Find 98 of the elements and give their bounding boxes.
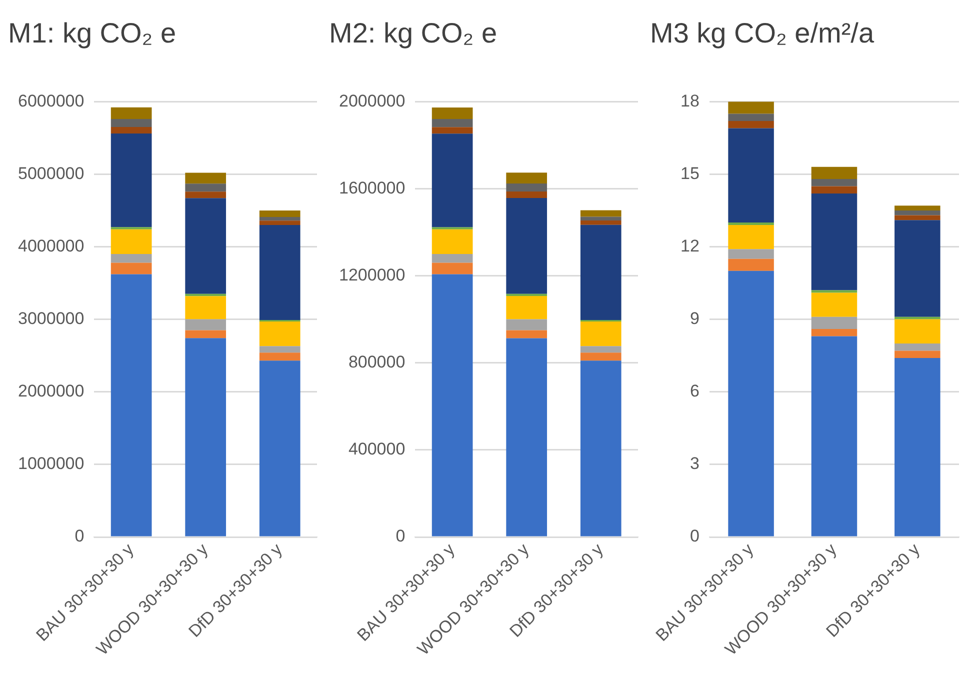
y-tick-label: 0 xyxy=(690,526,700,546)
bar xyxy=(894,206,940,210)
bar xyxy=(894,220,940,317)
bar xyxy=(185,172,226,184)
bar xyxy=(506,338,548,536)
bar xyxy=(259,321,300,346)
y-tick-label: 0 xyxy=(396,526,406,546)
bar xyxy=(110,134,152,228)
y-tick-label: 12 xyxy=(680,236,700,256)
y-tick-label: 15 xyxy=(680,164,700,183)
bar xyxy=(506,192,548,198)
y-tick-label: 2000000 xyxy=(18,382,84,401)
bar xyxy=(894,319,940,344)
bar xyxy=(728,120,774,128)
bar xyxy=(259,360,300,536)
y-tick-label: 2000000 xyxy=(338,91,406,110)
bar xyxy=(110,229,152,254)
bar xyxy=(259,346,300,353)
bar xyxy=(506,294,548,296)
bar xyxy=(432,254,473,263)
bar xyxy=(728,102,774,114)
bar xyxy=(580,210,622,217)
bar xyxy=(259,220,300,225)
bar xyxy=(580,220,622,225)
bar xyxy=(894,215,940,220)
bar xyxy=(259,216,300,221)
bar xyxy=(894,358,940,536)
y-tick-label: 1000000 xyxy=(18,454,84,474)
bar xyxy=(811,179,858,186)
bar xyxy=(110,107,152,120)
bar xyxy=(110,274,152,536)
bar xyxy=(728,114,774,121)
y-tick-label: 5000000 xyxy=(18,164,84,183)
bar xyxy=(894,316,940,320)
bar xyxy=(811,166,858,180)
bar xyxy=(894,350,940,358)
bar xyxy=(580,346,622,353)
bar xyxy=(432,127,473,134)
bar xyxy=(110,262,152,274)
bar xyxy=(259,210,300,217)
bar xyxy=(728,270,774,536)
bar xyxy=(811,336,858,536)
y-tick-label: 3 xyxy=(690,454,700,474)
y-tick-label: 3000000 xyxy=(18,308,84,328)
bar xyxy=(259,224,300,320)
bar xyxy=(728,128,774,223)
y-tick-label: 1200000 xyxy=(338,265,406,284)
y-tick-label: 6 xyxy=(690,382,700,401)
bar xyxy=(185,192,226,198)
bar xyxy=(811,328,858,336)
bar xyxy=(894,210,940,216)
y-tick-label: 4000000 xyxy=(18,236,84,256)
bar xyxy=(811,194,858,290)
y-tick-label: 1600000 xyxy=(338,178,406,198)
bar xyxy=(506,198,548,294)
bar xyxy=(432,134,473,228)
bar xyxy=(894,343,940,351)
bar xyxy=(185,319,226,330)
bar xyxy=(580,352,622,361)
bar xyxy=(506,319,548,330)
bar xyxy=(811,292,858,317)
bar xyxy=(728,224,774,250)
bar xyxy=(110,119,152,127)
bar xyxy=(580,360,622,536)
bar xyxy=(185,184,226,192)
bar xyxy=(506,330,548,338)
y-tick-label: 18 xyxy=(680,91,700,110)
bar xyxy=(110,127,152,134)
bar xyxy=(185,296,226,320)
bar xyxy=(811,186,858,194)
y-tick-label: 800000 xyxy=(348,352,406,372)
y-tick-label: 9 xyxy=(690,308,700,328)
bar xyxy=(432,262,473,274)
bar xyxy=(432,107,473,120)
bar xyxy=(432,229,473,254)
bar xyxy=(728,249,774,259)
chart-title: M3 kg CO₂ e/m²/a xyxy=(650,18,874,49)
bar xyxy=(506,183,548,192)
bar xyxy=(580,216,622,220)
bar xyxy=(506,172,548,184)
bar xyxy=(259,352,300,361)
bar xyxy=(185,330,226,338)
bar xyxy=(811,316,858,329)
y-tick-label: 400000 xyxy=(348,440,406,459)
chart-title: M2: kg CO₂ e xyxy=(329,18,498,49)
y-tick-label: 0 xyxy=(74,526,84,546)
bar xyxy=(185,198,226,294)
bar xyxy=(580,321,622,346)
bar xyxy=(110,254,152,263)
chart-title: M1: kg CO₂ e xyxy=(8,18,176,49)
y-tick-label: 6000000 xyxy=(18,91,84,110)
bar xyxy=(728,258,774,271)
bar xyxy=(185,294,226,296)
bar xyxy=(432,119,473,128)
bar xyxy=(580,224,622,320)
bar xyxy=(506,296,548,320)
bar xyxy=(185,338,226,536)
bar xyxy=(432,274,473,536)
